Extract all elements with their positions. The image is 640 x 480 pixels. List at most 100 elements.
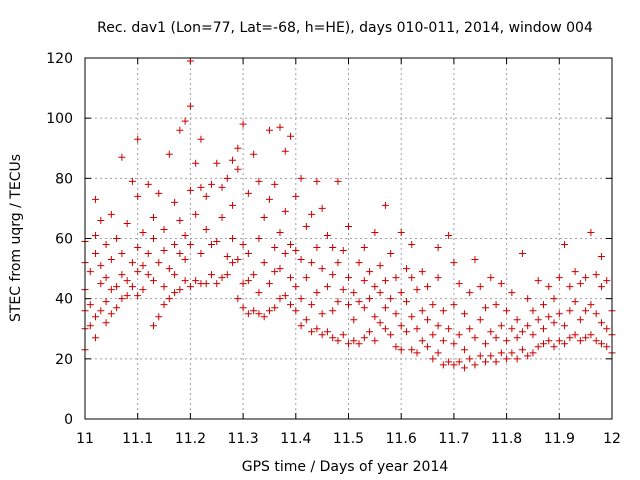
data-point (229, 235, 237, 242)
data-point (418, 307, 426, 315)
data-point (387, 250, 395, 258)
data-point (408, 313, 416, 321)
data-point (113, 235, 121, 242)
data-point (392, 310, 400, 318)
data-point (439, 337, 447, 345)
data-point (323, 283, 331, 291)
data-point (603, 343, 611, 351)
data-point (287, 274, 295, 282)
data-point (155, 189, 163, 197)
data-point (176, 126, 184, 134)
data-point (144, 271, 152, 279)
data-point (244, 189, 252, 197)
data-point (345, 340, 352, 348)
data-point (582, 334, 590, 342)
data-point (387, 295, 395, 303)
data-point (192, 210, 200, 218)
data-point (592, 337, 600, 345)
data-point (234, 144, 242, 152)
data-point (592, 310, 600, 318)
data-point (355, 259, 363, 267)
data-point (471, 256, 479, 264)
data-point (318, 310, 326, 318)
data-point (281, 207, 289, 215)
y-tick-label: 40 (55, 292, 73, 308)
data-point (318, 204, 326, 212)
data-point (171, 241, 179, 249)
data-point (466, 325, 474, 333)
data-point (323, 328, 331, 336)
data-point (350, 316, 358, 324)
data-point (366, 268, 374, 276)
data-point (234, 165, 242, 173)
data-point (276, 295, 284, 303)
data-point (545, 313, 553, 321)
data-point (292, 247, 300, 255)
data-point (118, 153, 126, 161)
data-point (165, 150, 173, 158)
data-point (418, 337, 426, 345)
data-point (197, 250, 205, 258)
data-point (223, 174, 231, 182)
data-point (97, 262, 105, 270)
data-point (492, 301, 500, 309)
data-point (450, 340, 458, 348)
data-point (86, 322, 94, 330)
data-point (186, 283, 194, 291)
data-point (107, 310, 115, 318)
x-tick-label: 11.6 (386, 431, 417, 447)
data-point (265, 307, 273, 315)
data-point (503, 337, 511, 345)
data-point (397, 346, 405, 354)
data-point (207, 271, 215, 279)
data-point (555, 274, 563, 282)
data-point (334, 337, 342, 345)
x-tick-label: 11.2 (175, 431, 206, 447)
data-point (255, 289, 263, 297)
data-point (97, 216, 105, 224)
data-point (92, 231, 100, 239)
data-point (360, 304, 368, 312)
data-point (160, 247, 168, 255)
data-point (597, 253, 605, 261)
data-point (550, 295, 558, 303)
data-point (313, 289, 321, 297)
data-point (171, 271, 179, 279)
data-point (113, 304, 121, 312)
data-point (281, 147, 289, 155)
data-point (308, 301, 316, 309)
data-point (603, 325, 611, 333)
data-point (239, 304, 247, 312)
data-point (150, 277, 158, 285)
data-point (360, 277, 368, 285)
data-point (487, 328, 495, 336)
data-point (292, 283, 300, 291)
x-tick-label: 11.9 (544, 431, 575, 447)
x-tick-label: 11.1 (122, 431, 153, 447)
data-point (260, 313, 268, 321)
data-point (429, 355, 437, 363)
y-axis-label: STEC from uqrg / TECUs (8, 154, 24, 322)
data-point (265, 280, 273, 288)
data-point (276, 265, 284, 273)
data-point (482, 304, 490, 312)
data-point (229, 156, 237, 164)
data-point (571, 331, 579, 339)
data-point (334, 177, 342, 185)
data-point (460, 364, 468, 372)
x-tick-label: 11 (76, 431, 94, 447)
data-point (250, 150, 258, 158)
data-point (534, 343, 542, 351)
data-point (576, 337, 584, 345)
data-point (171, 198, 179, 206)
data-point (482, 358, 490, 366)
data-point (202, 225, 210, 233)
data-point (265, 126, 273, 134)
data-point (371, 283, 379, 291)
data-point (102, 274, 110, 282)
x-tick-label: 11.8 (491, 431, 522, 447)
data-point (518, 346, 526, 354)
data-point (255, 235, 263, 242)
data-point (603, 277, 611, 285)
data-point (134, 135, 142, 143)
